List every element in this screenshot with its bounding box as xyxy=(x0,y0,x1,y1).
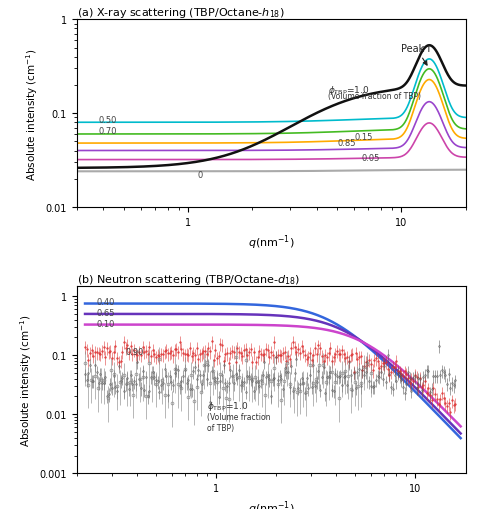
Text: 0.10: 0.10 xyxy=(96,320,114,329)
Text: 0.90: 0.90 xyxy=(125,348,144,356)
Text: 0.65: 0.65 xyxy=(96,309,115,318)
Y-axis label: Absolute intensity (cm$^{-1}$): Absolute intensity (cm$^{-1}$) xyxy=(24,47,40,180)
Text: 0.40: 0.40 xyxy=(96,297,114,306)
Text: (Volume fraction of TBP): (Volume fraction of TBP) xyxy=(327,92,420,101)
X-axis label: $q$(nm$^{-1}$): $q$(nm$^{-1}$) xyxy=(248,499,295,509)
Text: $\phi_\mathrm{TBP}$=1.0: $\phi_\mathrm{TBP}$=1.0 xyxy=(207,399,248,412)
Y-axis label: Absolute intensity (cm$^{-1}$): Absolute intensity (cm$^{-1}$) xyxy=(18,314,34,446)
X-axis label: $q$(nm$^{-1}$): $q$(nm$^{-1}$) xyxy=(248,233,295,251)
Text: (a) X-ray scattering (TBP/Octane-$h_{18}$): (a) X-ray scattering (TBP/Octane-$h_{18}… xyxy=(77,6,285,20)
Text: (b) Neutron scattering (TBP/Octane-$d_{18}$): (b) Neutron scattering (TBP/Octane-$d_{1… xyxy=(77,272,300,286)
Text: 0.70: 0.70 xyxy=(99,126,117,135)
Text: of TBP): of TBP) xyxy=(207,423,234,432)
Text: 0.50: 0.50 xyxy=(99,116,117,125)
Text: 0.15: 0.15 xyxy=(354,132,372,142)
Text: Peak I: Peak I xyxy=(401,44,431,66)
Text: 0.05: 0.05 xyxy=(361,153,380,162)
Text: 0.85: 0.85 xyxy=(337,138,356,148)
Text: (Volume fraction: (Volume fraction xyxy=(207,412,270,421)
Text: $\phi_\mathrm{TBP}$=1.0: $\phi_\mathrm{TBP}$=1.0 xyxy=(327,83,369,96)
Text: 0: 0 xyxy=(197,171,203,180)
